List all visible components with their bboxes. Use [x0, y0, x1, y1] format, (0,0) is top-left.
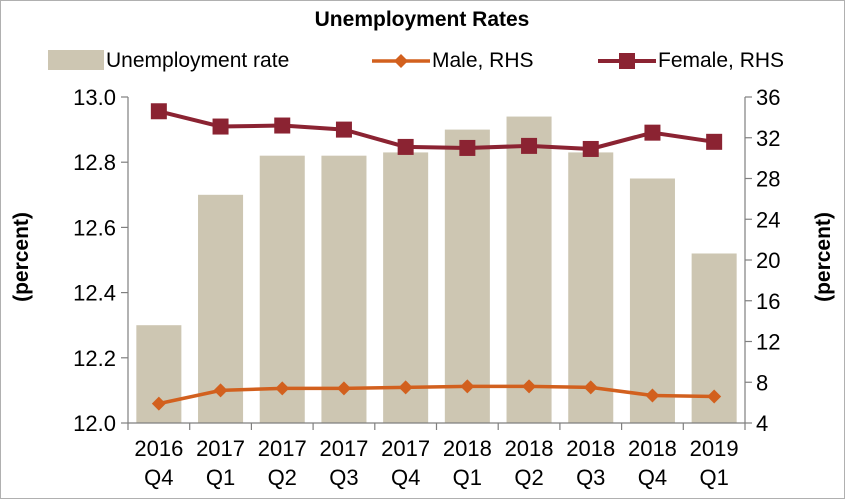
- line-male: [158, 384, 715, 406]
- y-tick-label-right: 4: [756, 411, 768, 436]
- y-tick-label-right: 24: [756, 207, 780, 232]
- y-tick-label-left: 12.2: [73, 346, 116, 371]
- point-male: [275, 381, 290, 396]
- y-tick-label-right: 28: [756, 167, 780, 192]
- x-tick-label-year: 2018: [566, 436, 615, 461]
- point-male: [522, 379, 537, 394]
- point-female: [521, 137, 538, 154]
- x-tick-label-year: 2018: [505, 436, 554, 461]
- x-tick-label-year: 2017: [196, 436, 245, 461]
- y-tick-label-right: 16: [756, 289, 780, 314]
- x-tick-label-year: 2017: [381, 436, 430, 461]
- x-tick-label-quarter: Q2: [514, 465, 543, 490]
- bar-unemployment-rate: [629, 178, 675, 423]
- x-tick-label-year: 2018: [443, 436, 492, 461]
- point-male: [151, 396, 166, 411]
- point-male: [336, 381, 351, 396]
- x-tick-label-quarter: Q4: [391, 465, 420, 490]
- chart-title: Unemployment Rates: [315, 8, 530, 31]
- y-tick-label-right: 32: [756, 126, 780, 151]
- point-female: [335, 121, 352, 138]
- bar-unemployment-rate: [568, 152, 614, 424]
- x-tick-label-year: 2017: [258, 436, 307, 461]
- y-axis-label-right: (percent): [812, 212, 835, 302]
- bar-unemployment-rate: [444, 129, 490, 423]
- bar-unemployment-rate: [506, 116, 552, 423]
- line-female: [158, 109, 715, 151]
- x-tick-label-quarter: Q1: [206, 465, 235, 490]
- bar-unemployment-rate: [383, 152, 429, 424]
- y-tick-label-left: 12.8: [73, 150, 116, 175]
- plot-area: 12.0 12.2 12.4 12.6 12.8 13.0 4 8 12 16 20 24 28 32 36…: [73, 85, 780, 490]
- y-axis-label-left: (percent): [10, 212, 33, 302]
- x-tick-label-quarter: Q1: [453, 465, 482, 490]
- point-female: [274, 117, 291, 134]
- y-tick-label-right: 20: [756, 248, 780, 273]
- y-tick-label-right: 12: [756, 330, 780, 355]
- point-male: [460, 379, 475, 394]
- point-male: [707, 389, 722, 404]
- point-male: [583, 380, 598, 395]
- x-tick-label-quarter: Q4: [144, 465, 173, 490]
- legend-swatch-unemployment-rate: [48, 50, 104, 70]
- point-male: [398, 380, 413, 395]
- y-tick-label-right: 8: [756, 370, 768, 395]
- legend-marker-female: [619, 53, 635, 69]
- bar-unemployment-rate: [259, 155, 305, 423]
- x-tick-label-year: 2016: [134, 436, 183, 461]
- y-tick-label-left: 13.0: [73, 85, 116, 110]
- x-tick-label-year: 2018: [628, 436, 677, 461]
- point-female: [582, 140, 599, 157]
- y-tick-label-left: 12.6: [73, 215, 116, 240]
- legend-label-unemployment-rate: Unemployment rate: [106, 49, 289, 72]
- point-male: [645, 388, 660, 403]
- y-tick-label-left: 12.4: [73, 281, 116, 306]
- x-tick-label-quarter: Q4: [638, 465, 667, 490]
- x-tick-label-year: 2019: [690, 436, 739, 461]
- bar-unemployment-rate: [321, 155, 367, 423]
- y-tick-label-left: 12.0: [73, 411, 116, 436]
- legend-label-male: Male, RHS: [432, 49, 534, 72]
- legend-label-female: Female, RHS: [658, 49, 784, 72]
- point-female: [150, 103, 167, 120]
- x-tick-label-quarter: Q1: [699, 465, 728, 490]
- x-tick-label-year: 2017: [319, 436, 368, 461]
- point-female: [212, 118, 229, 135]
- point-female: [644, 124, 661, 141]
- point-female: [706, 133, 723, 150]
- x-tick-label-quarter: Q2: [268, 465, 297, 490]
- legend: Unemployment rate Male, RHS Female, RHS: [48, 49, 784, 72]
- point-male: [213, 383, 228, 398]
- x-tick-label-quarter: Q3: [329, 465, 358, 490]
- x-tick-label-quarter: Q3: [576, 465, 605, 490]
- point-female: [459, 139, 476, 156]
- legend-marker-male: [394, 54, 408, 68]
- y-tick-label-right: 36: [756, 85, 780, 110]
- point-female: [397, 138, 414, 155]
